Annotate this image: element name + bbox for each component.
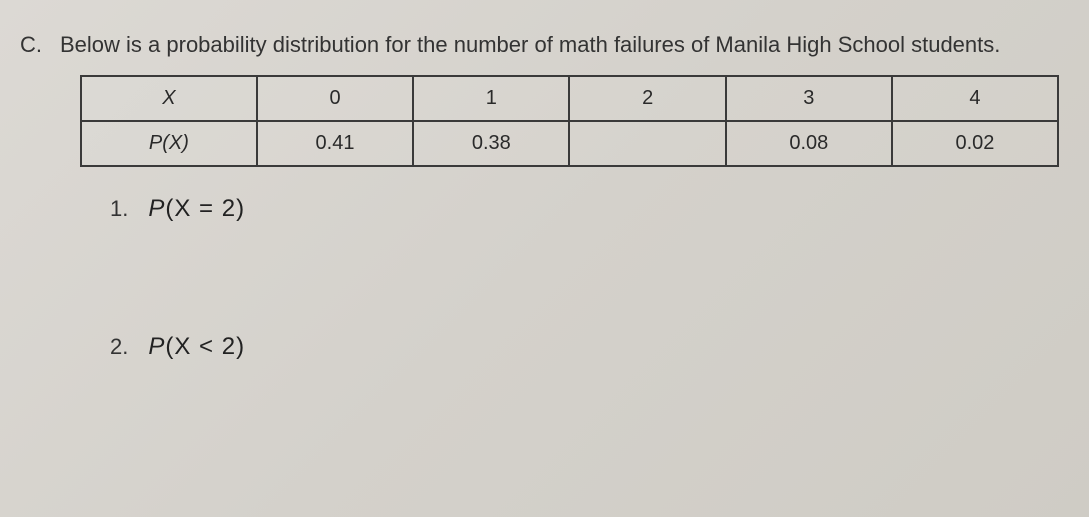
table-row: P(X) 0.41 0.38 0.08 0.02 [81,121,1058,166]
expr-body: (X < 2) [165,333,245,360]
sub-question-expression: P(X < 2) [148,333,245,361]
table-cell: 0.02 [892,121,1058,166]
sub-questions: 1. P(X = 2) 2. P(X < 2) [110,195,1069,361]
question-letter: C. [20,30,42,58]
table-cell: 0.41 [257,121,413,166]
sub-question-number: 1. [110,196,128,222]
table-header-cell: 3 [726,76,892,121]
table-header-cell: 1 [413,76,569,121]
table-header-cell: 4 [892,76,1058,121]
table-header-row: X 0 1 2 3 4 [81,76,1058,121]
table-header-cell: X [81,76,257,121]
question-text: Below is a probability distribution for … [60,30,1000,61]
table-cell: 0.08 [726,121,892,166]
table-cell: 0.38 [413,121,569,166]
sub-question: 2. P(X < 2) [110,333,1069,361]
expr-p: P [148,195,165,222]
question-row: C. Below is a probability distribution f… [20,30,1069,61]
expr-p: P [148,333,165,360]
probability-table: X 0 1 2 3 4 P(X) 0.41 0.38 0.08 0.02 [80,75,1059,167]
table-cell: P(X) [81,121,257,166]
table: X 0 1 2 3 4 P(X) 0.41 0.38 0.08 0.02 [80,75,1059,167]
sub-question-number: 2. [110,334,128,360]
table-header-cell: 2 [569,76,725,121]
sub-question: 1. P(X = 2) [110,195,1069,223]
table-cell [569,121,725,166]
sub-question-expression: P(X = 2) [148,195,245,223]
table-header-cell: 0 [257,76,413,121]
expr-body: (X = 2) [165,195,245,222]
